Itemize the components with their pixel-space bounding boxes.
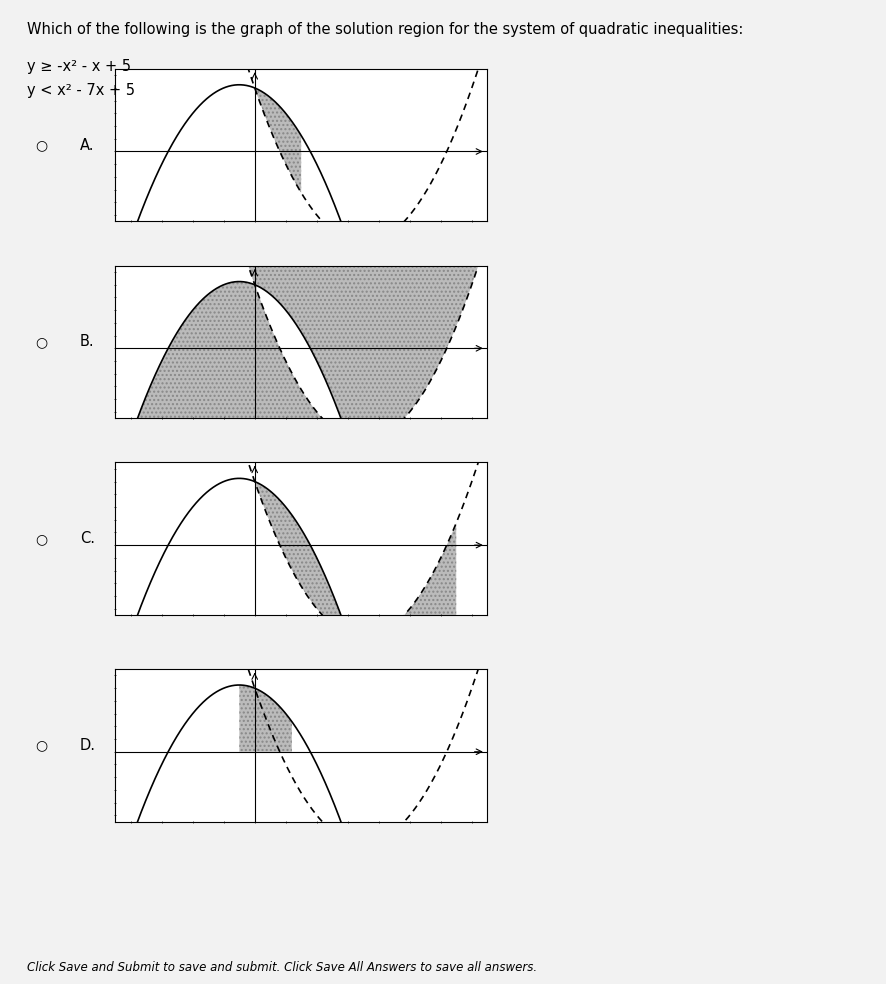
Text: C.: C. xyxy=(80,531,95,546)
Text: D.: D. xyxy=(80,738,96,753)
Text: y < x² - 7x + 5: y < x² - 7x + 5 xyxy=(27,83,135,97)
Text: Which of the following is the graph of the solution region for the system of qua: Which of the following is the graph of t… xyxy=(27,22,743,36)
Text: B.: B. xyxy=(80,335,95,349)
Text: ○: ○ xyxy=(35,738,48,753)
Text: ○: ○ xyxy=(35,531,48,546)
Text: Click Save and Submit to save and submit. Click Save All Answers to save all ans: Click Save and Submit to save and submit… xyxy=(27,961,537,974)
Text: ○: ○ xyxy=(35,138,48,153)
Text: y ≥ -x² - x + 5: y ≥ -x² - x + 5 xyxy=(27,59,130,74)
Text: A.: A. xyxy=(80,138,94,153)
Text: ○: ○ xyxy=(35,335,48,349)
